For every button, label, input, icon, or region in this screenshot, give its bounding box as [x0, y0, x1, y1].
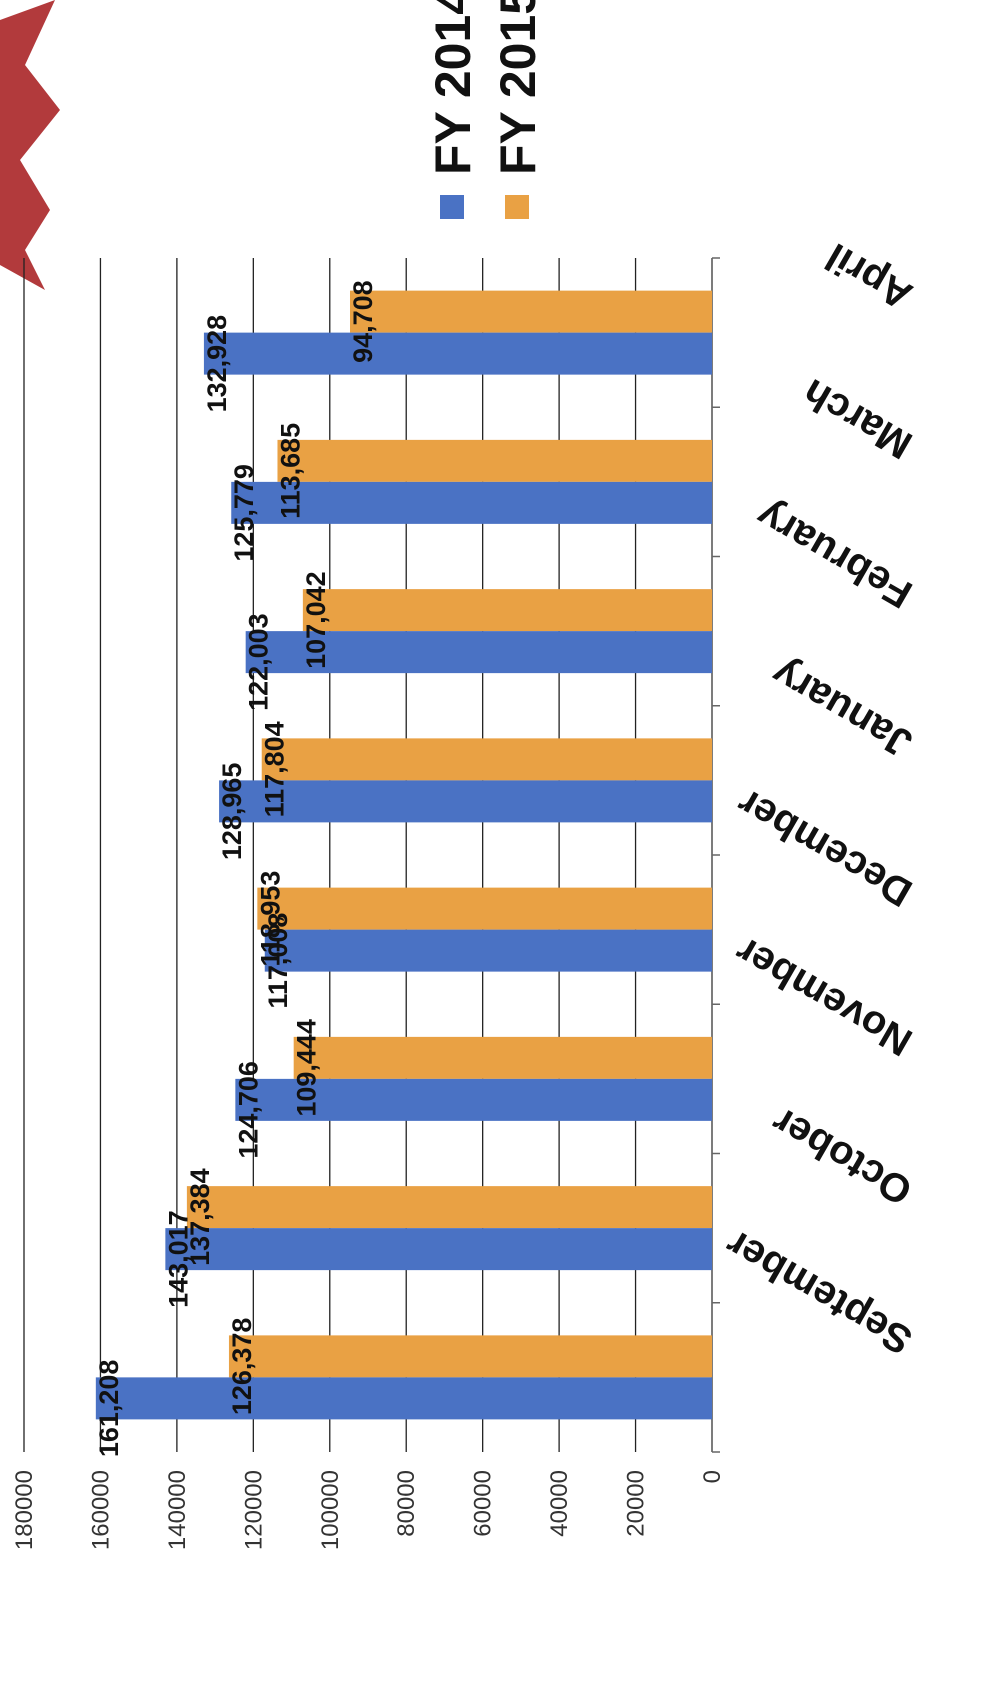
data-label: 118,953	[255, 871, 285, 967]
axis-tick-label: 20000	[623, 1470, 650, 1537]
legend: FY 2014 FY 2015	[425, 0, 546, 219]
axis-tick-label: 100000	[317, 1470, 344, 1550]
category-label: September	[718, 1221, 919, 1362]
category-label: February	[749, 492, 920, 616]
bar-fy2014	[95, 1377, 712, 1420]
axis-tick-label: 40000	[546, 1470, 573, 1537]
bar-fy2014	[219, 780, 712, 823]
data-label: 143,017	[163, 1210, 193, 1308]
bar-fy2015	[186, 1186, 712, 1229]
bar-fy2014	[264, 929, 712, 972]
legend-swatch	[440, 195, 464, 219]
bar-fy2015	[228, 1335, 712, 1378]
axis-tick-label: 120000	[240, 1470, 267, 1550]
axis-tick-label: 160000	[87, 1470, 114, 1550]
grid-lines	[23, 258, 713, 1452]
category-label: April	[819, 234, 920, 318]
axis-tick-label: 80000	[393, 1470, 420, 1537]
category-label: October	[765, 1099, 920, 1214]
bar-fy2014	[203, 332, 712, 375]
starburst-badge	[0, 0, 60, 290]
legend-label: FY 2015	[490, 0, 546, 175]
data-label: 109,444	[292, 1019, 322, 1117]
data-label: 107,042	[301, 571, 331, 669]
category-label: December	[730, 780, 920, 915]
data-label: 125,779	[229, 464, 259, 562]
data-label: 132,928	[202, 315, 232, 413]
data-label: 117,804	[260, 721, 290, 817]
category-label: November	[728, 928, 919, 1064]
bar-fy2014	[235, 1078, 713, 1121]
category-label: March	[795, 370, 919, 467]
bar-fy2015	[302, 589, 712, 632]
data-label: 128,965	[217, 763, 247, 861]
data-label: 126,378	[227, 1318, 257, 1416]
axis-tick-label: 140000	[164, 1470, 191, 1550]
axis-tick-label: 60000	[470, 1470, 497, 1537]
bar-fy2015	[261, 738, 712, 781]
legend-swatch	[505, 195, 529, 219]
data-label: 113,685	[275, 423, 305, 519]
bar-fy2015	[350, 290, 712, 333]
bar-fy2014	[231, 481, 713, 524]
category-label: January	[764, 650, 920, 765]
data-label: 161,208	[94, 1360, 124, 1458]
data-label: 137,384	[185, 1168, 215, 1266]
bar-fy2015	[277, 439, 712, 482]
data-label: 122,003	[244, 613, 274, 711]
data-label: 94,708	[348, 280, 378, 363]
bar-fy2014	[245, 631, 712, 674]
legend-label: FY 2014	[425, 0, 481, 175]
axis-tick-label: 180000	[11, 1470, 38, 1550]
bars	[95, 290, 713, 1420]
data-label: 117,008	[263, 913, 293, 1009]
bar-fy2015	[293, 1036, 712, 1079]
bar-fy2015	[257, 887, 712, 930]
bar-fy2014	[165, 1228, 712, 1271]
axis-tick-label: 0	[699, 1470, 726, 1483]
data-label: 124,706	[233, 1061, 263, 1159]
